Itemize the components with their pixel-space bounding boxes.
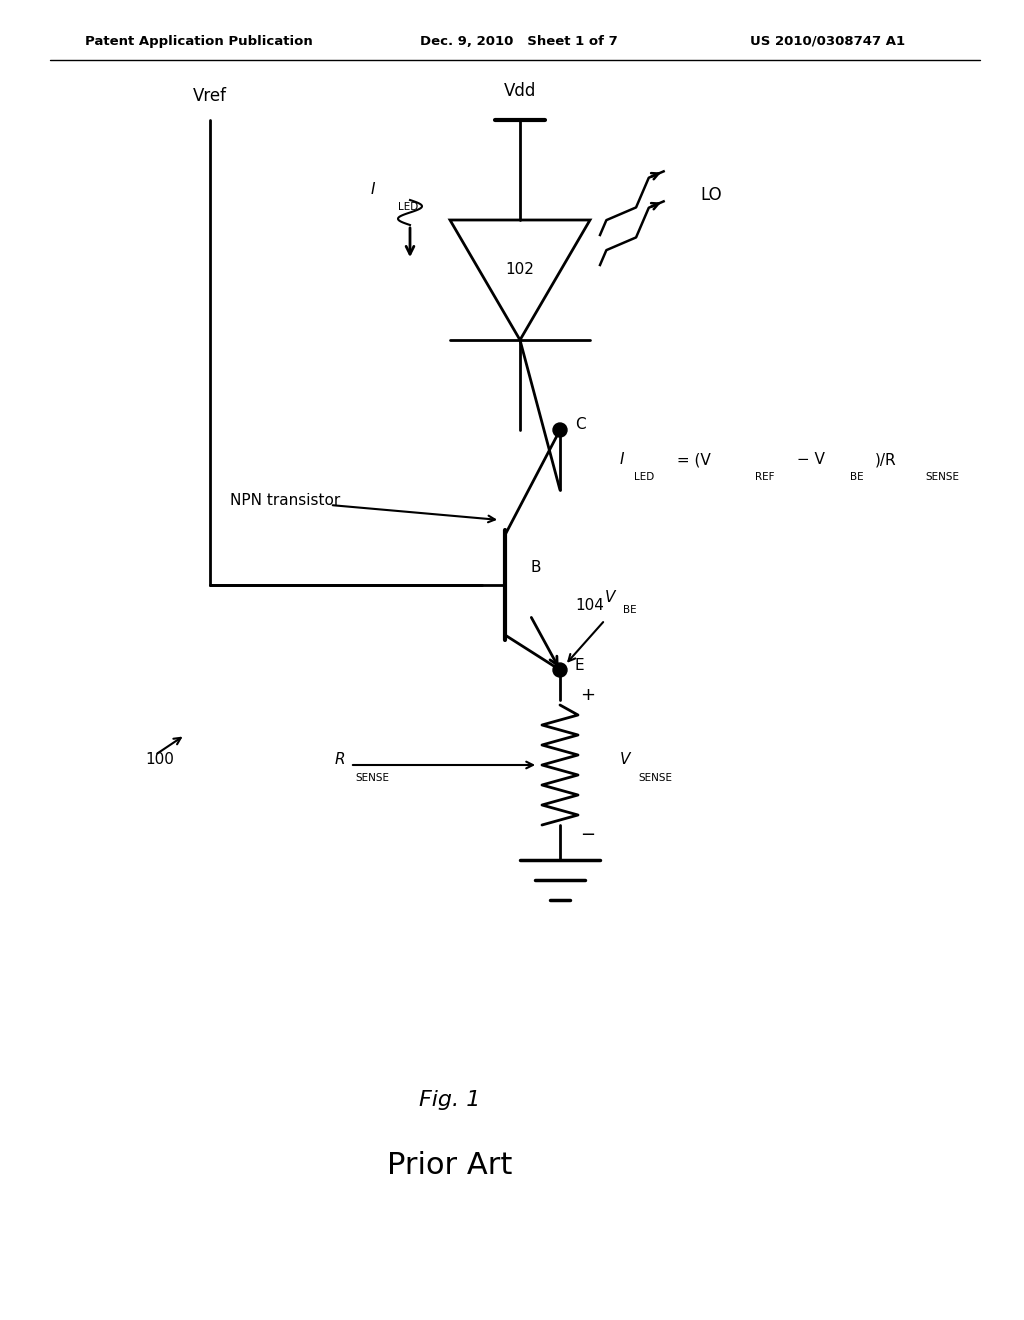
Text: −: − xyxy=(580,826,595,843)
Text: US 2010/0308747 A1: US 2010/0308747 A1 xyxy=(750,36,905,48)
Text: Vdd: Vdd xyxy=(504,82,537,100)
Text: SENSE: SENSE xyxy=(355,774,389,783)
Text: I: I xyxy=(620,453,625,467)
Text: − V: − V xyxy=(792,453,825,467)
Text: +: + xyxy=(580,686,595,704)
Circle shape xyxy=(553,422,567,437)
Text: Vref: Vref xyxy=(193,87,227,106)
Text: R: R xyxy=(335,752,345,767)
Text: 102: 102 xyxy=(506,263,535,277)
Text: C: C xyxy=(575,417,586,433)
Text: )/R: )/R xyxy=(874,453,897,467)
Text: Prior Art: Prior Art xyxy=(387,1151,513,1180)
Text: BE: BE xyxy=(850,473,863,482)
Circle shape xyxy=(553,663,567,677)
Text: Dec. 9, 2010   Sheet 1 of 7: Dec. 9, 2010 Sheet 1 of 7 xyxy=(420,36,617,48)
Text: SENSE: SENSE xyxy=(925,473,959,482)
Text: 100: 100 xyxy=(145,752,174,767)
Text: Patent Application Publication: Patent Application Publication xyxy=(85,36,312,48)
Text: = (V: = (V xyxy=(672,453,711,467)
Text: B: B xyxy=(530,560,541,576)
Text: LED: LED xyxy=(398,202,418,213)
Text: LO: LO xyxy=(700,186,722,205)
Text: Fig. 1: Fig. 1 xyxy=(419,1090,480,1110)
Text: E: E xyxy=(575,657,585,672)
Text: I: I xyxy=(371,182,375,198)
Text: BE: BE xyxy=(623,605,637,615)
Text: NPN transistor: NPN transistor xyxy=(230,492,340,507)
Text: V: V xyxy=(620,752,631,767)
Text: REF: REF xyxy=(755,473,774,482)
Text: SENSE: SENSE xyxy=(638,774,672,783)
Text: LED: LED xyxy=(634,473,654,482)
Text: 104: 104 xyxy=(575,598,604,612)
Text: V: V xyxy=(605,590,615,605)
